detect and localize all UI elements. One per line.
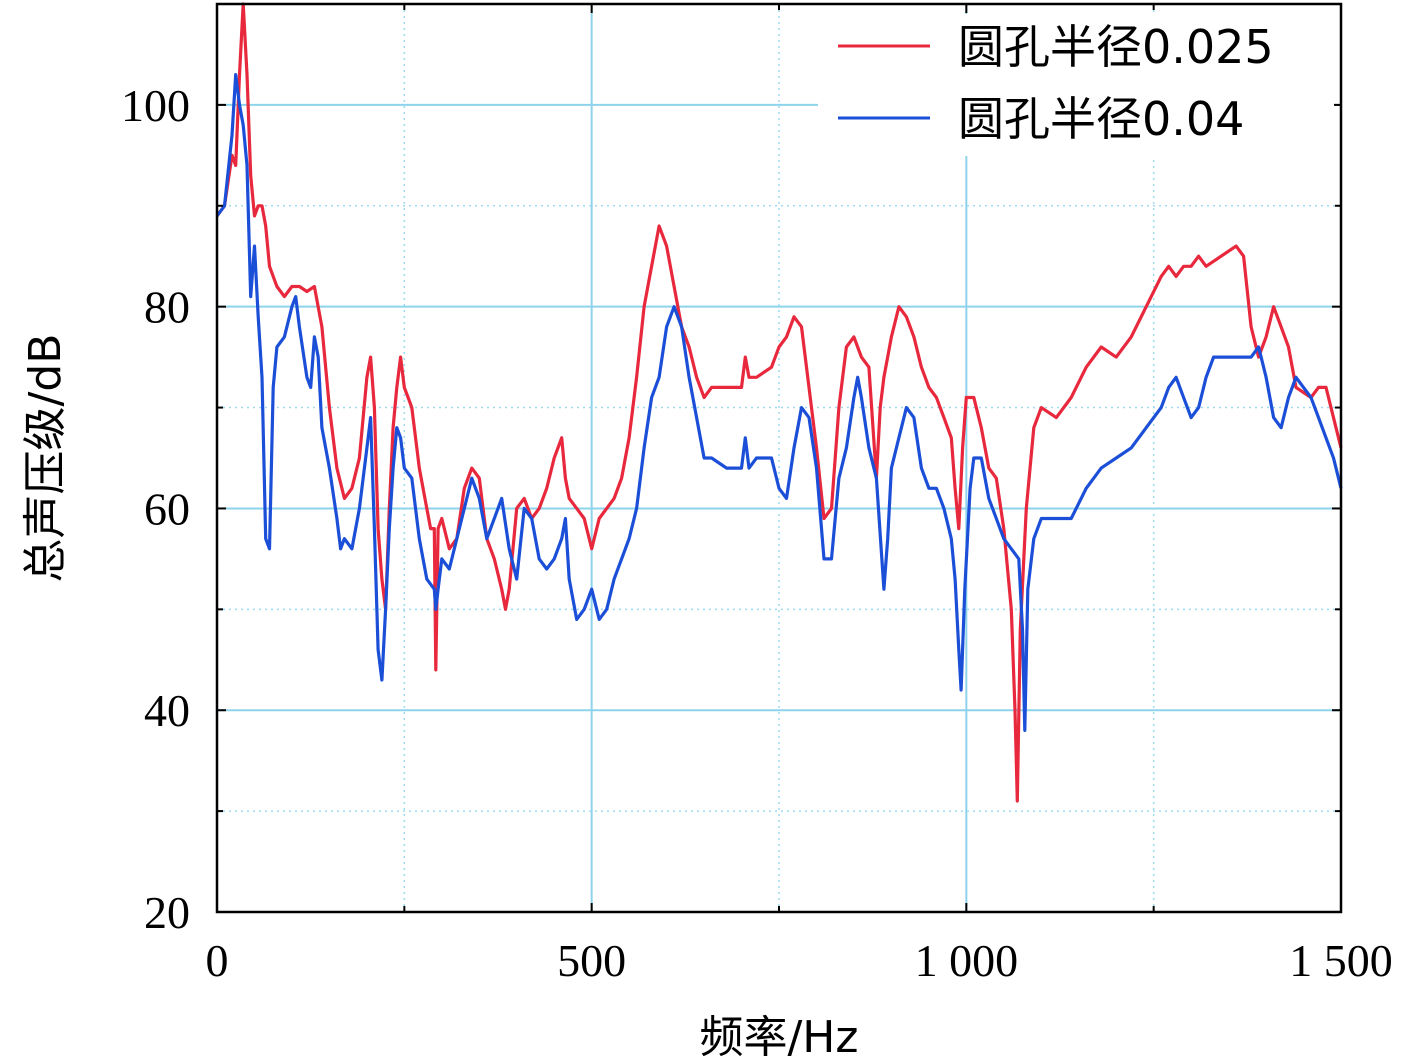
legend-label-series-1: 圆孔半径0.025 [958,20,1274,74]
y-tick-label: 80 [144,282,190,333]
series-line-1 [215,2,1343,803]
legend-background [818,14,1334,156]
legend: 圆孔半径0.025 圆孔半径0.04 [818,14,1334,156]
y-tick-label: 60 [144,483,190,534]
series-lines [215,2,1343,803]
y-axis-title: 总声压级/dB [20,334,71,583]
x-tick-label: 1 500 [1289,935,1393,986]
x-tick-label: 0 [206,935,229,986]
legend-label-series-2: 圆孔半径0.04 [958,92,1244,146]
axis-ticks: 0 500 1 000 1 500 20 40 60 80 100 [121,4,1393,986]
x-tick-label: 1 000 [915,935,1019,986]
y-tick-label: 40 [144,685,190,736]
series-line-2 [215,72,1343,733]
x-axis-title: 频率/Hz [699,1012,858,1061]
y-tick-label: 100 [121,80,190,131]
y-tick-label: 20 [144,887,190,938]
x-tick-label: 500 [557,935,626,986]
